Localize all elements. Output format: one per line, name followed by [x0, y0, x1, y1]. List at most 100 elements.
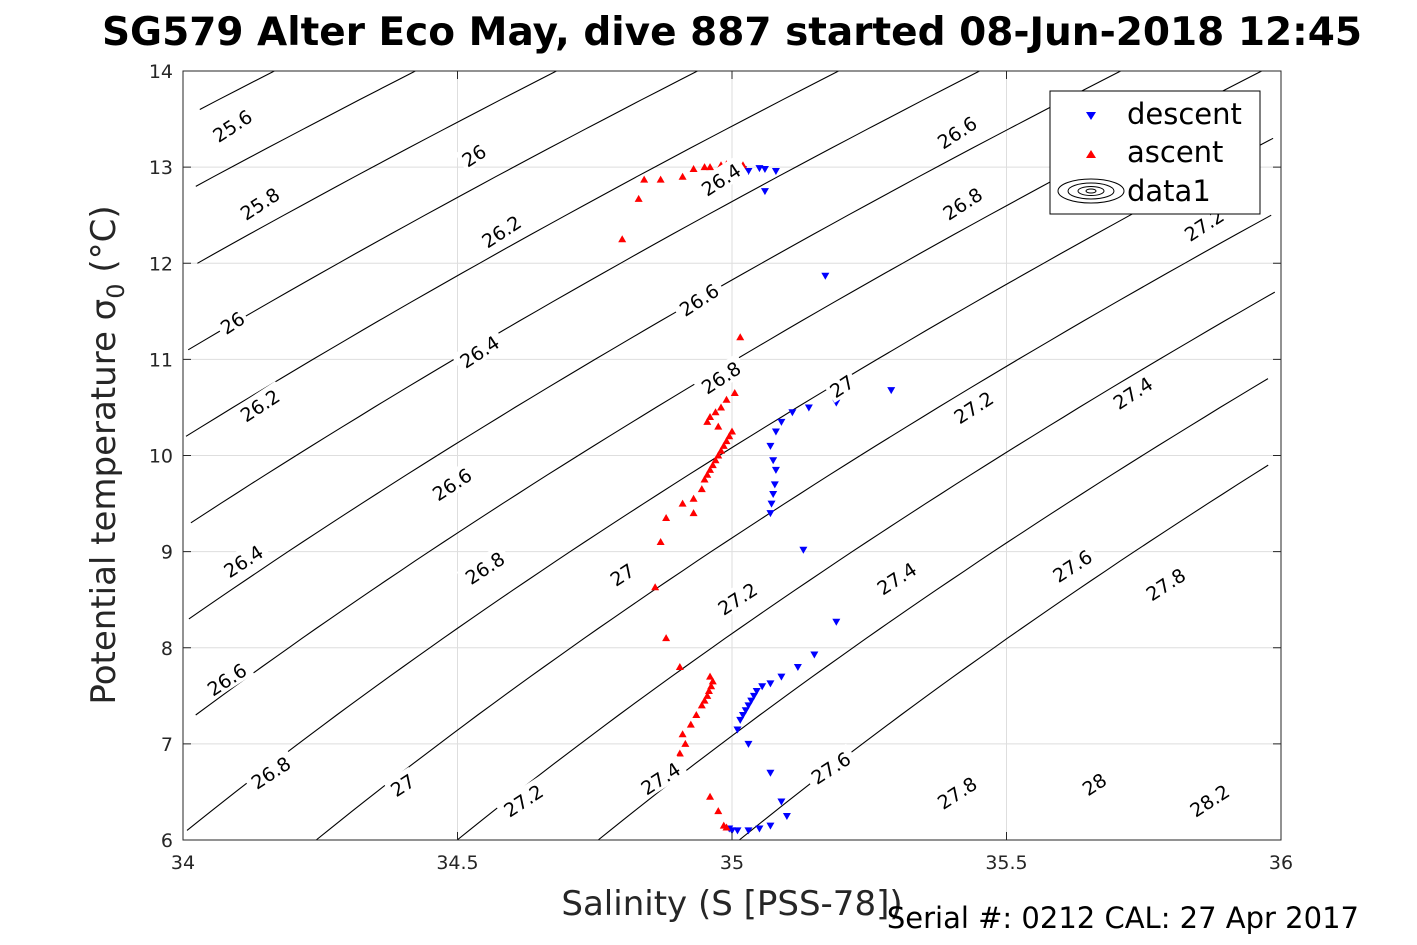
descent-point	[782, 812, 791, 820]
contour-label-background	[692, 155, 749, 203]
density-contour-line	[456, 291, 1276, 841]
contour-label-background	[451, 327, 507, 375]
ascent-point	[662, 634, 671, 642]
descent-point	[755, 825, 764, 833]
contour-label-background	[1137, 560, 1193, 607]
contour-label-background	[868, 554, 924, 602]
ascent-point	[714, 807, 723, 815]
y-tick-label: 9	[161, 542, 173, 564]
descent-point	[766, 822, 775, 830]
descent-point	[744, 702, 753, 710]
legend-box	[1049, 90, 1261, 215]
ascent-point	[651, 583, 660, 591]
ascent-point	[656, 175, 665, 183]
contour-label-background	[383, 766, 421, 802]
legend-ascent-marker	[1086, 150, 1096, 158]
ascent-point	[722, 395, 731, 403]
descent-point	[747, 697, 756, 705]
contour-label-background	[603, 556, 641, 592]
descent-point	[744, 740, 753, 748]
contour-label-background	[495, 776, 551, 824]
ascent-point	[686, 720, 695, 728]
y-tick-label: 10	[149, 446, 173, 468]
x-axis-label: Salinity (S [PSS-78])	[561, 884, 902, 924]
y-axis-label-main: Potential temperature σ	[84, 299, 124, 705]
legend-contour-marker	[1057, 178, 1125, 204]
descent-point	[793, 663, 802, 671]
descent-point	[777, 798, 786, 806]
ascent-point	[689, 165, 698, 173]
contour-label-background	[670, 275, 727, 323]
contour-label-background	[934, 179, 990, 227]
ascent-point	[634, 194, 643, 202]
contour-label-background	[928, 108, 985, 156]
contour-label-background	[473, 207, 529, 255]
legend-data1-label: data1	[1127, 174, 1211, 208]
legend-ascent-label: ascent	[1127, 135, 1223, 169]
ascent-point	[725, 432, 734, 440]
contour-label-background	[456, 543, 513, 591]
descent-point	[799, 546, 808, 554]
contour-label-background	[454, 137, 493, 173]
contour-label-background	[423, 460, 480, 507]
descent-point	[766, 442, 775, 450]
contour-label-background	[928, 768, 985, 816]
y-tick-label: 11	[149, 349, 173, 371]
ascent-point	[706, 672, 715, 680]
contour-label-background	[692, 353, 749, 401]
ascent-point	[728, 427, 736, 435]
contour-label-background	[231, 381, 288, 429]
y-tick-label: 6	[161, 830, 173, 852]
descent-point	[766, 769, 775, 777]
descent-point	[766, 510, 775, 518]
x-tick-label: 35	[720, 852, 744, 874]
descent-point	[771, 466, 780, 474]
ascent-point	[704, 687, 713, 695]
y-axis-label: Potential temperature σ0 (°C)	[84, 205, 130, 704]
descent-point	[758, 683, 767, 691]
contour-label-background	[1181, 776, 1237, 824]
density-contour-line	[197, 70, 557, 264]
contour-label-background	[1104, 368, 1161, 416]
contour-label-background	[1044, 541, 1100, 589]
contour-label-background	[802, 743, 859, 791]
y-tick-label: 14	[149, 61, 173, 83]
ascent-point	[675, 662, 684, 670]
y-axis-label-subscript: 0	[102, 283, 130, 298]
ascent-point	[675, 749, 684, 757]
descent-point	[744, 167, 753, 175]
ascent-point	[692, 711, 701, 719]
density-contour-line	[187, 70, 698, 351]
ascent-point	[717, 446, 726, 454]
descent-point	[744, 827, 753, 835]
contour-label-background	[198, 655, 255, 703]
ascent-point	[697, 701, 706, 709]
contour-label-background	[204, 101, 260, 149]
density-contour-line	[195, 70, 416, 187]
density-contour-line	[185, 70, 839, 437]
descent-point	[804, 404, 813, 412]
density-contours	[185, 70, 1276, 841]
y-tick-label: 7	[161, 734, 173, 756]
y-tick-label: 8	[161, 638, 173, 660]
contour-label-background	[213, 304, 251, 340]
ascent-point	[722, 437, 731, 445]
legend: descent ascent data1	[1049, 90, 1261, 215]
ascent-point	[689, 494, 698, 502]
ascent-point	[662, 513, 671, 521]
ascent-point	[703, 691, 712, 699]
ascent-point	[703, 470, 712, 478]
ascent-point	[678, 172, 687, 180]
contour-label-background	[709, 574, 765, 622]
descent-point	[767, 500, 776, 508]
ascent-point	[640, 175, 649, 183]
ascent-point	[700, 696, 709, 704]
ascent-point	[618, 235, 627, 243]
contour-label-background	[945, 383, 1001, 430]
contour-label-background	[822, 368, 860, 403]
ascent-point	[714, 451, 723, 459]
ascent-point	[678, 730, 687, 738]
descent-point	[887, 387, 896, 395]
descent-point	[752, 688, 761, 696]
